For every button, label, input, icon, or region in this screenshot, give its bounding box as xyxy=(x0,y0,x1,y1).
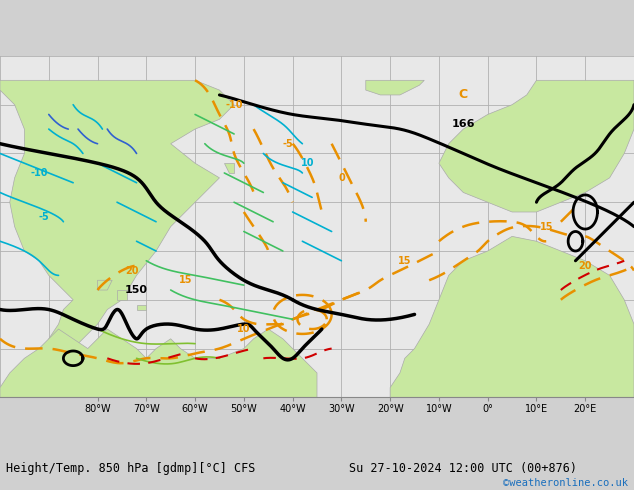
Text: 20: 20 xyxy=(578,261,592,270)
Polygon shape xyxy=(0,329,317,397)
Text: 15: 15 xyxy=(179,275,192,285)
Text: Su 27-10-2024 12:00 UTC (00+876): Su 27-10-2024 12:00 UTC (00+876) xyxy=(349,463,577,475)
Text: -10: -10 xyxy=(30,168,48,178)
Text: 166: 166 xyxy=(451,119,475,129)
Text: -10: -10 xyxy=(225,99,243,110)
Text: 150: 150 xyxy=(125,285,148,295)
Text: -5: -5 xyxy=(39,212,49,222)
Polygon shape xyxy=(390,236,634,397)
Polygon shape xyxy=(439,80,634,212)
Text: C: C xyxy=(459,89,468,101)
Text: 20: 20 xyxy=(125,266,138,275)
Text: 15: 15 xyxy=(398,256,411,266)
Polygon shape xyxy=(0,80,234,348)
Text: 0: 0 xyxy=(338,173,345,183)
Text: 10: 10 xyxy=(237,324,250,334)
Polygon shape xyxy=(224,163,234,173)
Polygon shape xyxy=(98,280,112,290)
Text: -5: -5 xyxy=(282,139,293,149)
Polygon shape xyxy=(117,290,127,300)
Text: Height/Temp. 850 hPa [gdmp][°C] CFS: Height/Temp. 850 hPa [gdmp][°C] CFS xyxy=(6,463,256,475)
Text: 10: 10 xyxy=(301,158,314,168)
Polygon shape xyxy=(136,305,146,310)
Text: ©weatheronline.co.uk: ©weatheronline.co.uk xyxy=(503,478,628,488)
Text: 15: 15 xyxy=(540,221,553,232)
Polygon shape xyxy=(366,80,424,95)
